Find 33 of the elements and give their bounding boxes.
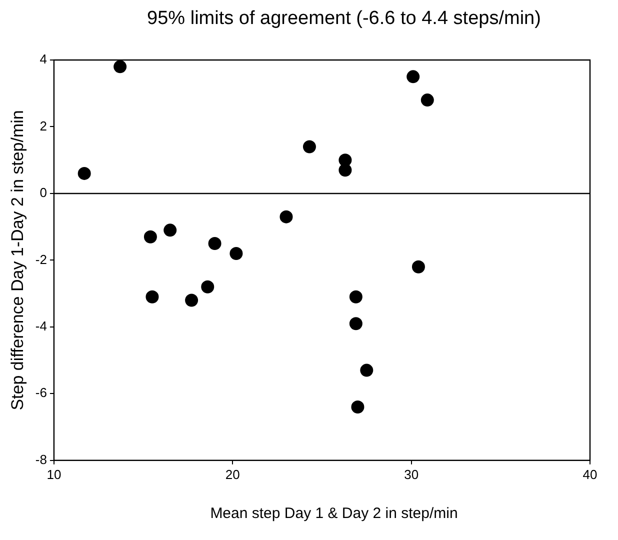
point <box>146 290 159 304</box>
x-tick-label: 30 <box>404 466 419 482</box>
x-axis-title: Mean step Day 1 & Day 2 in step/min <box>209 505 459 522</box>
y-tick-label: -8 <box>35 452 47 467</box>
point <box>302 140 316 154</box>
point <box>406 70 420 84</box>
point <box>78 166 91 180</box>
y-tick-label: -6 <box>35 385 47 400</box>
chart-title: 95% limits of agreement (-6.6 to 4.4 steps/min) <box>146 8 542 30</box>
y-tick-label: 2 <box>40 118 47 134</box>
point <box>351 400 364 414</box>
point <box>349 290 362 304</box>
point <box>349 317 362 330</box>
point <box>185 294 198 307</box>
point <box>420 94 434 107</box>
y-tick-label: 0 <box>40 185 47 200</box>
y-axis-title: Step difference Day 1-Day 2 in step/min <box>8 110 27 410</box>
point <box>412 260 425 274</box>
y-tick-label: -2 <box>35 252 47 267</box>
x-tick-label: 40 <box>582 466 598 482</box>
point <box>201 280 214 294</box>
point <box>230 247 243 260</box>
point <box>280 210 293 224</box>
x-tick-label: 10 <box>46 466 62 482</box>
point <box>114 60 127 74</box>
y-tick-label: 4 <box>40 52 47 67</box>
x-tick-label: 20 <box>225 466 240 482</box>
point <box>360 364 374 377</box>
y-tick-label: -4 <box>35 318 47 334</box>
point <box>144 230 157 244</box>
point <box>338 164 352 177</box>
point <box>164 224 177 237</box>
point <box>208 237 222 250</box>
